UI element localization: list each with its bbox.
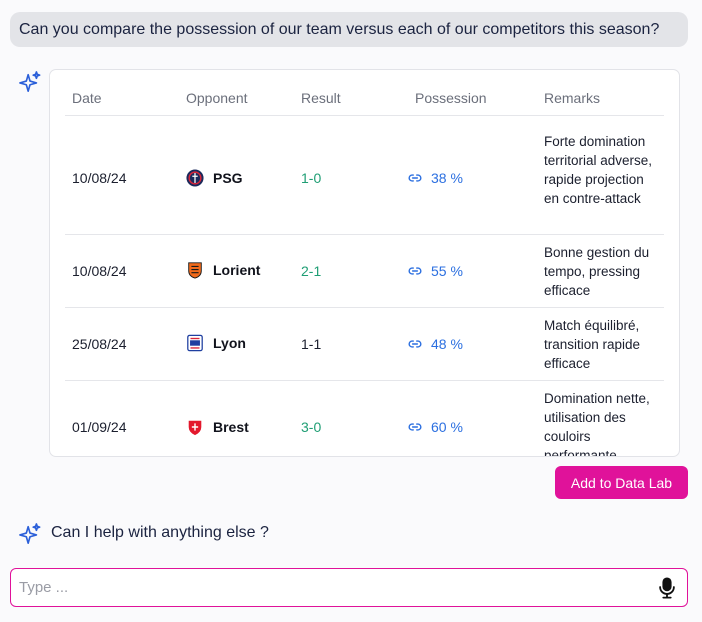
chat-input[interactable]: [19, 569, 639, 605]
header-result: Result: [301, 90, 341, 106]
header-opponent: Opponent: [186, 90, 248, 106]
possession-table-card[interactable]: Date Opponent Result Possession Remarks …: [49, 69, 680, 457]
header-possession: Possession: [415, 90, 487, 106]
row-result: 3-0: [301, 419, 322, 435]
opponent-name: Brest: [213, 419, 249, 435]
link-icon: [408, 337, 422, 351]
brest-logo: [186, 418, 204, 436]
row-possession-link[interactable]: 38 %: [408, 170, 463, 186]
possession-table: Date Opponent Result Possession Remarks …: [65, 70, 664, 457]
row-opponent: Lyon: [186, 334, 246, 352]
row-date: 10/08/24: [72, 170, 127, 186]
chat-input-container: [10, 568, 688, 607]
row-possession-link[interactable]: 60 %: [408, 419, 463, 435]
sparkle-icon: [19, 71, 41, 93]
table-row: 10/08/24 Lorient 2-1 55 % Bonne gestion …: [65, 235, 664, 308]
row-result: 1-1: [301, 336, 322, 352]
header-remarks: Remarks: [544, 90, 601, 106]
microphone-icon[interactable]: [657, 577, 677, 599]
table-row: 25/08/24 Lyon 1-1 48 % Match équilibré, …: [65, 308, 664, 381]
row-opponent: Lorient: [186, 261, 260, 279]
row-remarks: Domination nette, utilisation des couloi…: [544, 391, 650, 457]
user-message-text: Can you compare the possession of our te…: [19, 20, 660, 38]
header-date: Date: [72, 90, 102, 106]
table-header: Date Opponent Result Possession Remarks: [65, 70, 664, 116]
row-opponent: Brest: [186, 418, 249, 436]
link-icon: [408, 264, 422, 278]
assistant-followup-text: Can I help with anything else ?: [51, 524, 269, 541]
row-result: 1-0: [301, 170, 322, 186]
row-date: 25/08/24: [72, 336, 127, 352]
row-result: 2-1: [301, 263, 322, 279]
opponent-name: Lorient: [213, 262, 261, 278]
sparkle-icon: [19, 523, 41, 545]
user-message-bubble: Can you compare the possession of our te…: [10, 12, 688, 47]
possession-value: 48 %: [431, 336, 463, 352]
psg-logo: [186, 169, 204, 187]
row-possession-link[interactable]: 48 %: [408, 336, 463, 352]
row-date: 10/08/24: [72, 263, 127, 279]
row-remarks: Forte domination territorial adverse, ra…: [544, 134, 653, 206]
row-date: 01/09/24: [72, 419, 127, 435]
lyon-logo: [186, 334, 204, 352]
table-row: 10/08/24 PSG 1-0 38 % Forte domination t…: [65, 116, 664, 235]
row-remarks: Bonne gestion du tempo, pressing efficac…: [544, 245, 650, 298]
add-to-data-lab-button[interactable]: Add to Data Lab: [555, 466, 688, 499]
possession-value: 60 %: [431, 419, 463, 435]
opponent-name: Lyon: [213, 335, 246, 351]
link-icon: [408, 171, 422, 185]
link-icon: [408, 420, 422, 434]
possession-value: 38 %: [431, 170, 463, 186]
row-opponent: PSG: [186, 169, 243, 187]
row-remarks: Match équilibré, transition rapide effic…: [544, 318, 641, 371]
row-possession-link[interactable]: 55 %: [408, 263, 463, 279]
possession-value: 55 %: [431, 263, 463, 279]
lorient-logo: [186, 261, 204, 279]
table-row: 01/09/24 Brest 3-0 60 % Domination nette…: [65, 381, 664, 457]
opponent-name: PSG: [213, 170, 243, 186]
